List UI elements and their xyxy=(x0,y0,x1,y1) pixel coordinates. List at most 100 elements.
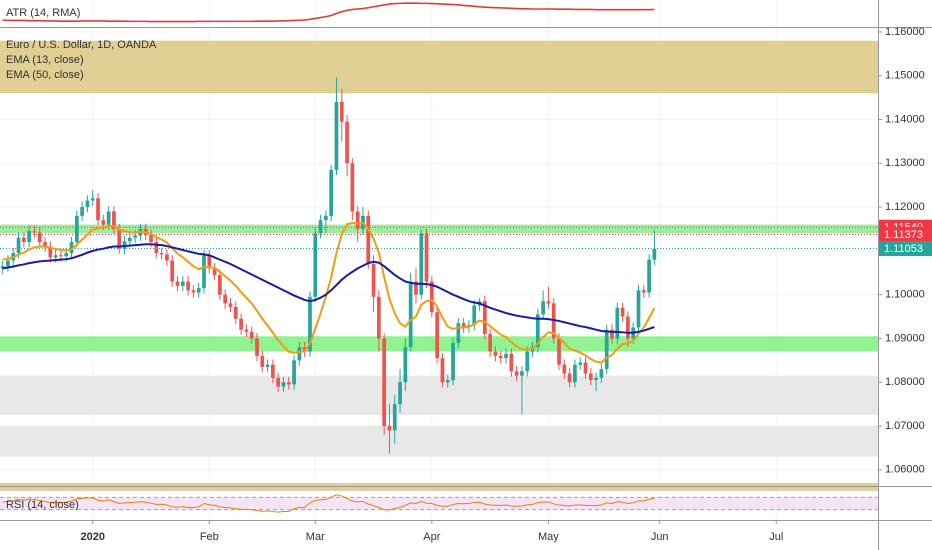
candle-body xyxy=(641,290,646,293)
candle-body xyxy=(472,305,477,326)
price-zone xyxy=(0,40,878,94)
candle-body xyxy=(154,242,159,254)
candle-body xyxy=(286,382,291,385)
x-tick-label: Jul xyxy=(769,531,783,543)
candle-body xyxy=(69,242,74,254)
candle-body xyxy=(186,281,190,291)
rsi-line xyxy=(2,494,655,513)
candle-body xyxy=(445,380,450,383)
x-tick-label: Jun xyxy=(651,531,669,543)
candle-body xyxy=(578,362,583,365)
candle-body xyxy=(74,215,79,243)
price-zone xyxy=(0,224,878,234)
price-tag xyxy=(879,241,932,257)
candle-body xyxy=(207,255,212,269)
candle-body xyxy=(435,312,439,359)
ema-line xyxy=(2,243,655,334)
candle-body xyxy=(583,362,588,374)
y-tick-label: 1.14000 xyxy=(885,113,925,125)
candle-body xyxy=(239,318,243,330)
candle-body xyxy=(318,220,323,234)
candle-body xyxy=(488,334,492,352)
candle-body xyxy=(620,307,625,317)
candle-body xyxy=(90,198,95,201)
y-tick-label: 1.07000 xyxy=(885,420,925,432)
candle-body xyxy=(355,211,360,229)
candle-body xyxy=(541,301,545,315)
candle-body xyxy=(567,373,572,383)
candle-body xyxy=(594,377,598,381)
candle-body xyxy=(255,338,259,356)
candle-body xyxy=(313,233,318,297)
candle-body xyxy=(429,281,434,313)
candle-body xyxy=(265,364,270,367)
candle-body xyxy=(37,232,42,243)
y-tick-label: 1.10000 xyxy=(885,289,925,301)
candle-body xyxy=(276,377,281,387)
candle-body xyxy=(59,255,63,257)
candle-body xyxy=(43,242,47,247)
plot-layer xyxy=(0,0,878,520)
candle-body xyxy=(403,347,408,383)
candle-body xyxy=(546,301,551,304)
candle-body xyxy=(350,163,355,212)
candle-body xyxy=(308,296,312,352)
candle-body xyxy=(414,281,418,295)
candle-body xyxy=(212,268,217,275)
candle-body xyxy=(165,254,169,261)
candle-body xyxy=(588,373,593,381)
x-tick-label: 2020 xyxy=(80,531,104,543)
candle-body xyxy=(599,369,604,378)
candle-body xyxy=(0,266,5,269)
price-tag xyxy=(879,227,932,243)
candle-body xyxy=(392,404,397,431)
y-tick-label: 1.16000 xyxy=(885,26,925,38)
candle-body xyxy=(223,294,228,304)
candle-body xyxy=(647,259,651,293)
candle-body xyxy=(525,351,530,372)
candle-body xyxy=(27,231,31,243)
candle-body xyxy=(604,329,609,370)
candle-body xyxy=(557,338,561,365)
candle-body xyxy=(175,281,180,286)
x-tick-label: Apr xyxy=(423,531,440,543)
candle-body xyxy=(218,274,222,295)
candle-body xyxy=(228,303,233,307)
candle-body xyxy=(292,360,296,385)
candle-body xyxy=(244,329,249,332)
y-tick-label: 1.06000 xyxy=(885,464,925,476)
rsi-band xyxy=(0,497,878,510)
candle-body xyxy=(149,234,153,243)
candle-body xyxy=(451,342,455,381)
candle-body xyxy=(482,301,487,335)
price-tag-label: 1.11053 xyxy=(884,243,923,255)
candle-body xyxy=(377,296,381,339)
candle-body xyxy=(281,382,286,387)
candle-body xyxy=(202,255,206,289)
candle-body xyxy=(498,355,503,359)
candle-body xyxy=(21,237,26,243)
candle-body xyxy=(80,207,84,216)
candle-body xyxy=(249,331,254,339)
candle-body xyxy=(520,371,524,376)
candle-body xyxy=(440,358,445,383)
candle-body xyxy=(339,101,344,122)
candle-body xyxy=(562,364,567,374)
candle-body xyxy=(122,241,127,249)
candle-body xyxy=(324,215,328,221)
candle-body xyxy=(96,198,100,221)
candle-body xyxy=(535,314,540,348)
candle-body xyxy=(101,220,106,225)
ema-line xyxy=(2,221,656,364)
candle-body xyxy=(424,233,429,282)
candle-body xyxy=(652,248,657,260)
y-tick-label: 1.13000 xyxy=(885,157,925,169)
price-tag-label: 1.11373 xyxy=(884,229,923,241)
y-tick-label: 1.09000 xyxy=(885,332,925,344)
candle-body xyxy=(180,281,185,286)
candle-body xyxy=(112,211,116,229)
y-tick-label: 1.12000 xyxy=(885,201,925,213)
candle-body xyxy=(408,281,413,348)
candle-body xyxy=(106,211,111,225)
candle-body xyxy=(48,246,53,258)
